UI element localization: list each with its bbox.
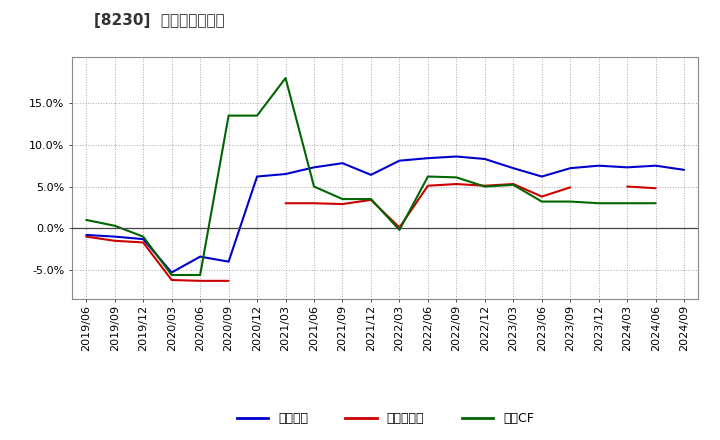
Legend: 経常利益, 当期純利益, 営業CF: 経常利益, 当期純利益, 営業CF <box>232 407 539 430</box>
Text: [8230]  マージンの推移: [8230] マージンの推移 <box>94 13 225 28</box>
